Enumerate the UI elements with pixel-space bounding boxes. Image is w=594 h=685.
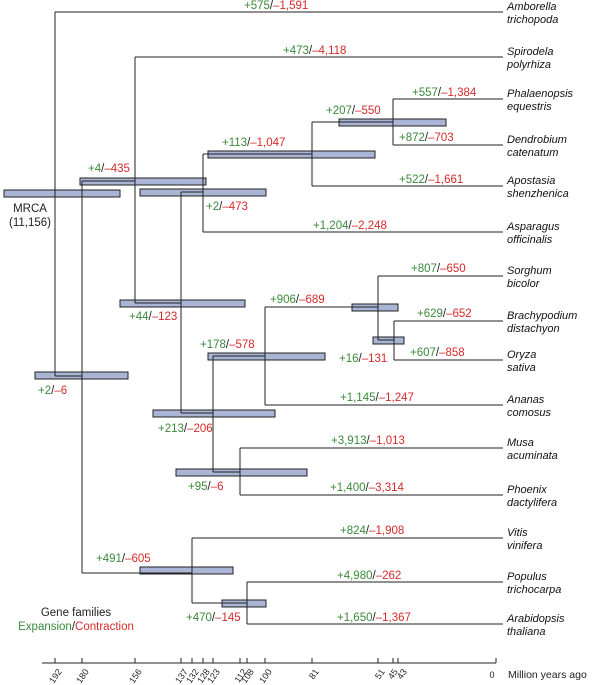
- taxon-genus: Spirodela: [507, 46, 553, 58]
- node-annotation: +44/–123: [129, 311, 177, 323]
- node-annotation: +4/–435: [88, 163, 130, 175]
- taxon-genus: Arabidopsis: [506, 613, 565, 625]
- root-name: MRCA: [13, 203, 47, 215]
- tip-annotation: +1,650/–1,367: [337, 612, 411, 624]
- node-annotation: +178/–578: [200, 339, 255, 351]
- taxon-genus: Brachypodium: [507, 310, 577, 322]
- tip-annotation: +872/–703: [399, 132, 454, 144]
- tick-label: 51: [373, 667, 387, 681]
- tip-annotation: +629/–652: [417, 308, 472, 320]
- node-annotation: +906/–689: [270, 294, 325, 306]
- tick-label: 180: [74, 667, 91, 685]
- taxon-species: catenatum: [507, 147, 558, 159]
- tick-label: 156: [127, 667, 144, 685]
- tip-annotation: +575/–1,591: [244, 0, 308, 12]
- node-annotation: +491/–605: [96, 553, 151, 565]
- taxon-labels: Amborella trichopoda Spirodela polyrhiza…: [506, 1, 577, 638]
- taxon-genus: Musa: [507, 437, 534, 449]
- taxon-genus: Populus: [507, 571, 547, 583]
- taxon-species: officinalis: [507, 234, 553, 246]
- ci-bar-commelinids: [152, 409, 276, 418]
- taxon-species: polyrhiza: [506, 59, 551, 71]
- ci-bar-poales: [207, 352, 326, 361]
- root-family-count: (11,156): [9, 217, 51, 229]
- tip-annotation: +557/–1,384: [412, 87, 477, 99]
- axis-tick-labels: 192 180 156 137 132 128 123 112 108 100 …: [47, 667, 494, 685]
- taxon-species: bicolor: [507, 278, 541, 290]
- taxon-genus: Phoenix: [507, 484, 547, 496]
- axis-label: Million years ago: [508, 669, 587, 681]
- tick-label: 123: [205, 667, 222, 685]
- taxon-species: comosus: [507, 407, 552, 419]
- node-annotation: +2/–6: [38, 385, 67, 397]
- ci-bar-eudicots: [139, 566, 234, 575]
- tip-annotation: +3,913/–1,013: [331, 435, 405, 447]
- tip-annotations: +575/–1,591 +473/–4,118 +557/–1,384 +872…: [244, 0, 477, 624]
- tip-annotation: +4,980/–262: [337, 570, 401, 582]
- time-axis: 192 180 156 137 132 128 123 112 108 100 …: [42, 658, 587, 685]
- tip-annotation: +807/–650: [411, 263, 466, 275]
- taxon-genus: Amborella: [506, 1, 557, 13]
- taxon-species: equestris: [507, 101, 552, 113]
- taxon-genus: Apostasia: [506, 175, 555, 187]
- taxon-species: thaliana: [507, 626, 546, 638]
- tick-label: 192: [47, 667, 64, 685]
- tick-label: 81: [307, 667, 321, 681]
- taxon-genus: Dendrobium: [507, 134, 567, 146]
- node-annotation: +113/–1,047: [222, 137, 285, 149]
- tick-label: 45: [386, 667, 400, 681]
- node-annotation: +95/–6: [188, 481, 224, 493]
- taxon-species: sativa: [507, 362, 536, 374]
- taxon-species: acuminata: [507, 450, 558, 462]
- tip-annotation: +824/–1,908: [340, 525, 404, 537]
- taxon-species: trichocarpa: [507, 584, 561, 596]
- tip-annotation: +1,204/–2,248: [313, 220, 387, 232]
- taxon-genus: Asparagus: [506, 221, 560, 233]
- tip-annotation: +522/–1,661: [399, 174, 463, 186]
- taxon-species: trichopoda: [507, 14, 558, 26]
- node-annotation: +207/–550: [326, 105, 381, 117]
- tick-label: 43: [395, 667, 409, 681]
- tip-annotation: +1,400/–3,314: [330, 482, 404, 494]
- node-annotation: +470/–145: [186, 612, 241, 624]
- tip-annotation: +1,145/–1,247: [340, 392, 414, 404]
- node-annotations: +207/–550 +113/–1,047 +2/–473 +4/–435 +1…: [38, 105, 387, 624]
- legend-entries: Expansion/Contraction: [18, 621, 134, 633]
- ci-bar-root: [3, 189, 121, 198]
- taxon-genus: Sorghum: [507, 265, 552, 277]
- taxon-species: shenzhenica: [507, 188, 569, 200]
- node-annotation: +16/–131: [339, 353, 387, 365]
- tree-branches: [54, 11, 503, 625]
- ci-bar-musa-phoenix: [175, 468, 308, 477]
- taxon-genus: Oryza: [507, 349, 536, 361]
- axis-ticks: [54, 658, 497, 663]
- taxon-species: dactylifera: [507, 497, 557, 509]
- legend-title: Gene families: [41, 607, 112, 619]
- node-annotation: +213/–206: [158, 423, 213, 435]
- node-annotation: +2/–473: [206, 201, 248, 213]
- taxon-genus: Ananas: [506, 394, 545, 406]
- tick-label: 100: [257, 667, 274, 685]
- taxon-species: vinifera: [507, 540, 542, 552]
- taxon-genus: Phalaenopsis: [507, 88, 574, 100]
- tip-annotation: +607/–858: [410, 347, 465, 359]
- root-label: MRCA (11,156): [9, 203, 51, 229]
- taxon-species: distachyon: [507, 323, 560, 335]
- legend: Gene families Expansion/Contraction: [18, 607, 134, 633]
- taxon-genus: Vitis: [507, 527, 528, 539]
- ci-bar-alismatales-asparagales: [119, 299, 246, 308]
- tick-label: 0: [489, 670, 494, 680]
- ci-bar-monocots: [79, 177, 207, 186]
- tip-annotation: +473/–4,118: [283, 45, 346, 57]
